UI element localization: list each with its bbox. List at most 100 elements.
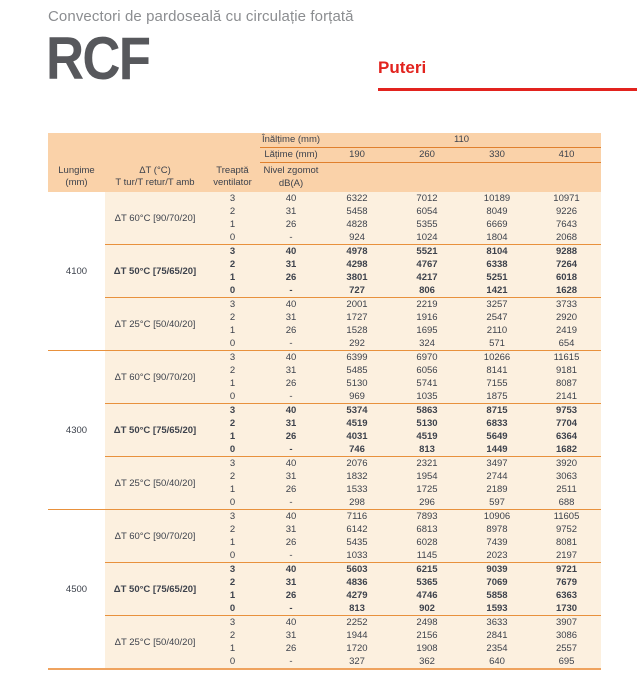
fan-step-cell: 0: [205, 231, 260, 245]
power-value-cell: 902: [392, 602, 462, 616]
dt-label-cell: ΔT 25°C [50/40/20]: [105, 456, 205, 510]
length-cell: 4500: [48, 509, 105, 670]
fan-step-cell: 2: [205, 258, 260, 271]
power-value-cell: 3801: [322, 271, 392, 284]
power-value-cell: 8715: [462, 403, 532, 417]
power-value-cell: 3633: [462, 615, 532, 629]
length-cell: 4100: [48, 192, 105, 351]
power-value-cell: 4298: [322, 258, 392, 271]
dt-label-cell: ΔT 60°C [90/70/20]: [105, 509, 205, 563]
power-value-cell: 2076: [322, 456, 392, 470]
table-row: 2 31 4298 4767 6338 7264: [48, 258, 602, 271]
power-value-cell: 2189: [462, 483, 532, 496]
power-value-cell: 5603: [322, 562, 392, 576]
power-value-cell: 6018: [532, 271, 602, 284]
table-row: 1 26 1528 1695 2110 2419: [48, 324, 602, 337]
header-spacer: [462, 162, 532, 192]
width-value: 330: [462, 147, 532, 163]
noise-cell: -: [260, 602, 322, 616]
table-row: 1 26 1720 1908 2354 2557: [48, 642, 602, 655]
col-header-dt-line2: T tur/T retur/T amb: [115, 177, 195, 189]
power-value-cell: 7264: [532, 258, 602, 271]
power-value-cell: 1730: [532, 602, 602, 616]
power-value-cell: 1593: [462, 602, 532, 616]
col-header-noise-line2: dB(A): [278, 177, 304, 189]
power-value-cell: 571: [462, 337, 532, 351]
fan-step-cell: 0: [205, 496, 260, 510]
fan-step-cell: 2: [205, 205, 260, 218]
fan-step-cell: 1: [205, 324, 260, 337]
power-value-cell: 813: [322, 602, 392, 616]
table-row: 2 31 1832 1954 2744 3063: [48, 470, 602, 483]
power-value-cell: 1682: [532, 443, 602, 457]
power-value-cell: 9753: [532, 403, 602, 417]
fan-step-cell: 3: [205, 562, 260, 576]
power-value-cell: 2321: [392, 456, 462, 470]
power-value-cell: 640: [462, 655, 532, 670]
noise-cell: -: [260, 231, 322, 245]
power-value-cell: 1628: [532, 284, 602, 298]
noise-cell: 26: [260, 218, 322, 231]
table-row: 2 31 5458 6054 8049 9226: [48, 205, 602, 218]
table-row: 0-298 296 597 688: [48, 496, 602, 510]
header-spacer: [532, 162, 602, 192]
table-row: 4500 ΔT 60°C [90/70/20] 3 40 7116 7893 10906 11…: [48, 509, 602, 670]
tab-underline-rule: [378, 88, 637, 91]
power-value-cell: 8087: [532, 377, 602, 390]
power-value-cell: 6970: [392, 350, 462, 364]
fan-step-cell: 0: [205, 602, 260, 616]
table-row: ΔT 50°C [75/65/20] 3 40 4978 5521 8104 9288: [48, 244, 602, 298]
noise-cell: 40: [260, 562, 322, 576]
fan-step-cell: 3: [205, 244, 260, 258]
power-value-cell: 6338: [462, 258, 532, 271]
fan-step-cell: 2: [205, 576, 260, 589]
width-value: 410: [532, 147, 602, 163]
height-value: 110: [322, 133, 602, 148]
fan-step-cell: 3: [205, 615, 260, 629]
table-row: 0-813 902 1593 1730: [48, 602, 602, 616]
table-body: 4100 ΔT 60°C [90/70/20] 3 40 6322 7012 10189 10…: [48, 192, 602, 670]
power-value-cell: 5365: [392, 576, 462, 589]
power-value-cell: 1725: [392, 483, 462, 496]
fan-step-cell: 1: [205, 483, 260, 496]
table-row: 0-746 813 1449 1682: [48, 443, 602, 457]
power-value-cell: 4767: [392, 258, 462, 271]
product-code: RCF: [46, 25, 151, 92]
noise-cell: -: [260, 496, 322, 510]
col-header-dt-line1: ΔT (°C): [139, 164, 171, 176]
dt-label-cell: ΔT 60°C [90/70/20]: [105, 350, 205, 404]
table-row: 4100 ΔT 60°C [90/70/20] 3 40 6322 7012 10189 10…: [48, 192, 602, 351]
table-row: 0-292 324 571 654: [48, 337, 602, 351]
header-spacer: [48, 147, 260, 163]
power-value-cell: 688: [532, 496, 602, 510]
power-value-cell: 6363: [532, 589, 602, 602]
power-value-cell: 10971: [532, 192, 602, 205]
power-value-cell: 1832: [322, 470, 392, 483]
fan-step-cell: 2: [205, 523, 260, 536]
power-value-cell: 727: [322, 284, 392, 298]
power-value-cell: 2511: [532, 483, 602, 496]
power-value-cell: 2219: [392, 297, 462, 311]
table-row: 1 26 5435 6028 7439 8081: [48, 536, 602, 549]
power-value-cell: 5374: [322, 403, 392, 417]
power-value-cell: 5858: [462, 589, 532, 602]
power-value-cell: 6833: [462, 417, 532, 430]
power-value-cell: 1449: [462, 443, 532, 457]
power-value-cell: 10266: [462, 350, 532, 364]
fan-step-cell: 1: [205, 536, 260, 549]
power-value-cell: 10189: [462, 192, 532, 205]
noise-cell: 40: [260, 615, 322, 629]
header-spacer: [322, 162, 392, 192]
power-value-cell: 9752: [532, 523, 602, 536]
power-value-cell: 8141: [462, 364, 532, 377]
table-row: 1 26 5130 5741 7155 8087: [48, 377, 602, 390]
fan-step-cell: 0: [205, 549, 260, 563]
table-row: ΔT 25°C [50/40/20] 3 40 2252 2498 3633 3907: [48, 615, 602, 670]
power-value-cell: 2110: [462, 324, 532, 337]
noise-cell: 31: [260, 576, 322, 589]
power-value-cell: 4828: [322, 218, 392, 231]
table-row: 0-969 1035 1875 2141: [48, 390, 602, 404]
power-value-cell: 2068: [532, 231, 602, 245]
col-header-dt: ΔT (°C) T tur/T retur/T amb: [105, 162, 205, 192]
col-header-fan-line1: Treaptă: [216, 164, 249, 176]
